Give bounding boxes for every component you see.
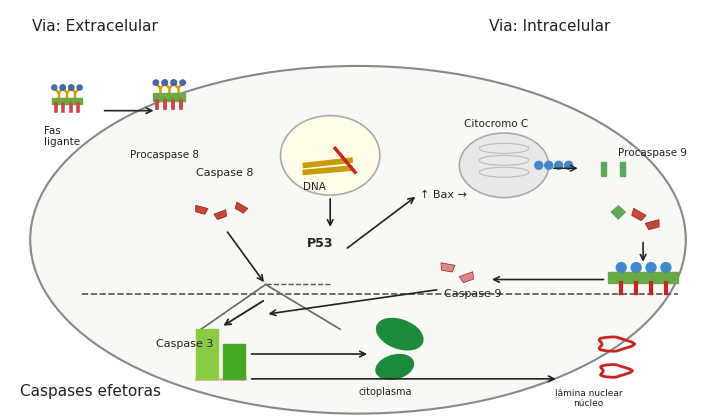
Polygon shape — [460, 272, 474, 283]
Circle shape — [661, 262, 671, 272]
Circle shape — [631, 262, 641, 272]
Text: Via: Intracelular: Via: Intracelular — [489, 19, 610, 34]
Circle shape — [69, 85, 74, 90]
Circle shape — [180, 80, 185, 85]
Circle shape — [77, 85, 82, 90]
Bar — [602, 162, 606, 176]
Polygon shape — [214, 210, 226, 220]
Bar — [620, 162, 625, 176]
Ellipse shape — [281, 116, 380, 195]
Text: DNA: DNA — [303, 182, 326, 192]
Ellipse shape — [30, 66, 686, 414]
Text: citoplasma: citoplasma — [358, 387, 411, 397]
Text: P53: P53 — [307, 237, 333, 250]
Circle shape — [153, 80, 159, 85]
Polygon shape — [195, 205, 208, 214]
Text: Via: Extracelular: Via: Extracelular — [32, 19, 158, 34]
Polygon shape — [645, 220, 659, 230]
Polygon shape — [632, 208, 646, 221]
Circle shape — [171, 80, 177, 85]
Circle shape — [545, 161, 553, 169]
Text: Caspase 3: Caspase 3 — [157, 339, 214, 349]
Polygon shape — [441, 263, 455, 272]
Ellipse shape — [460, 133, 549, 198]
Text: Caspase 8: Caspase 8 — [196, 168, 253, 178]
Bar — [196, 329, 218, 379]
Text: lâmina nuclear
núcleo: lâmina nuclear núcleo — [554, 389, 623, 408]
Circle shape — [171, 80, 177, 85]
Bar — [608, 272, 678, 283]
Circle shape — [52, 85, 57, 90]
Circle shape — [646, 262, 656, 272]
Text: Caspases efetoras: Caspases efetoras — [20, 384, 162, 399]
Circle shape — [60, 85, 65, 90]
Text: Procaspase 8: Procaspase 8 — [129, 151, 199, 161]
Text: Caspase 9: Caspase 9 — [444, 290, 502, 300]
Circle shape — [69, 85, 74, 90]
Polygon shape — [610, 205, 626, 220]
Text: ↑ Bax →: ↑ Bax → — [419, 190, 467, 200]
Text: Procaspase 9: Procaspase 9 — [618, 149, 687, 158]
Text: Fas
ligante: Fas ligante — [44, 126, 80, 147]
Text: Citocromo C: Citocromo C — [465, 119, 528, 129]
Circle shape — [162, 80, 167, 85]
Bar — [223, 344, 245, 379]
Circle shape — [60, 85, 65, 90]
Circle shape — [564, 161, 572, 169]
Bar — [52, 98, 82, 104]
Bar — [153, 93, 185, 101]
Circle shape — [616, 262, 626, 272]
Ellipse shape — [376, 354, 414, 380]
Circle shape — [555, 161, 563, 169]
Circle shape — [535, 161, 543, 169]
Ellipse shape — [376, 318, 424, 351]
Polygon shape — [235, 202, 248, 213]
Circle shape — [162, 80, 167, 85]
